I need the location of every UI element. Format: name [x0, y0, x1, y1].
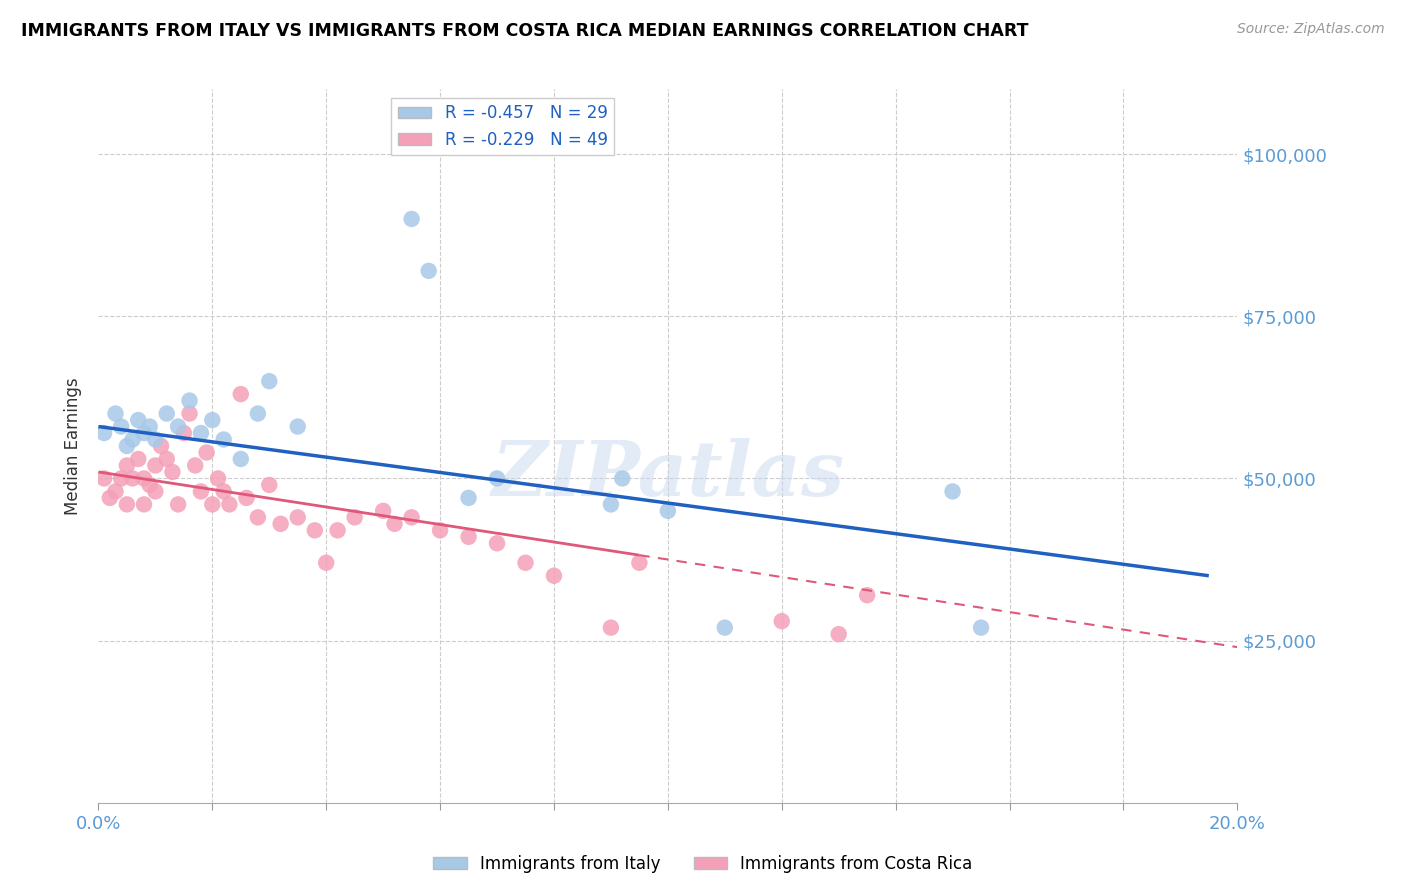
- Point: [401, 510, 423, 524]
- Point: [229, 387, 252, 401]
- Point: [115, 497, 138, 511]
- Point: [162, 465, 184, 479]
- Point: [145, 433, 167, 447]
- Point: [138, 419, 160, 434]
- Point: [343, 510, 366, 524]
- Point: [145, 458, 167, 473]
- Point: [207, 471, 229, 485]
- Point: [132, 471, 155, 485]
- Point: [121, 471, 143, 485]
- Y-axis label: Median Earnings: Median Earnings: [65, 377, 83, 515]
- Point: [418, 264, 440, 278]
- Point: [115, 439, 138, 453]
- Legend: R = -0.457   N = 29, R = -0.229   N = 49: R = -0.457 N = 29, R = -0.229 N = 49: [391, 97, 614, 155]
- Point: [212, 484, 235, 499]
- Point: [167, 497, 190, 511]
- Point: [612, 471, 634, 485]
- Point: [218, 497, 240, 511]
- Point: [457, 530, 479, 544]
- Point: [190, 425, 212, 440]
- Point: [145, 484, 167, 499]
- Point: [104, 407, 127, 421]
- Point: [401, 211, 423, 226]
- Point: [179, 393, 201, 408]
- Point: [229, 452, 252, 467]
- Point: [657, 504, 679, 518]
- Text: IMMIGRANTS FROM ITALY VS IMMIGRANTS FROM COSTA RICA MEDIAN EARNINGS CORRELATION : IMMIGRANTS FROM ITALY VS IMMIGRANTS FROM…: [21, 22, 1029, 40]
- Point: [770, 614, 793, 628]
- Point: [600, 497, 623, 511]
- Point: [259, 478, 281, 492]
- Point: [184, 458, 207, 473]
- Point: [138, 478, 160, 492]
- Point: [515, 556, 537, 570]
- Point: [942, 484, 965, 499]
- Point: [104, 484, 127, 499]
- Text: ZIPatlas: ZIPatlas: [491, 438, 845, 511]
- Legend: Immigrants from Italy, Immigrants from Costa Rica: Immigrants from Italy, Immigrants from C…: [426, 848, 980, 880]
- Point: [384, 516, 406, 531]
- Point: [287, 419, 309, 434]
- Point: [270, 516, 292, 531]
- Point: [429, 524, 451, 538]
- Point: [246, 407, 269, 421]
- Point: [486, 536, 509, 550]
- Point: [110, 471, 132, 485]
- Point: [110, 419, 132, 434]
- Point: [259, 374, 281, 388]
- Point: [970, 621, 993, 635]
- Point: [315, 556, 337, 570]
- Point: [190, 484, 212, 499]
- Point: [93, 425, 115, 440]
- Point: [600, 621, 623, 635]
- Point: [543, 568, 565, 582]
- Text: Source: ZipAtlas.com: Source: ZipAtlas.com: [1237, 22, 1385, 37]
- Point: [150, 439, 173, 453]
- Point: [156, 407, 179, 421]
- Point: [115, 458, 138, 473]
- Point: [156, 452, 179, 467]
- Point: [98, 491, 121, 505]
- Point: [127, 452, 149, 467]
- Point: [246, 510, 269, 524]
- Point: [121, 433, 143, 447]
- Point: [201, 413, 224, 427]
- Point: [287, 510, 309, 524]
- Point: [714, 621, 737, 635]
- Point: [132, 497, 155, 511]
- Point: [486, 471, 509, 485]
- Point: [201, 497, 224, 511]
- Point: [373, 504, 395, 518]
- Point: [828, 627, 851, 641]
- Point: [132, 425, 155, 440]
- Point: [93, 471, 115, 485]
- Point: [212, 433, 235, 447]
- Point: [457, 491, 479, 505]
- Point: [173, 425, 195, 440]
- Point: [127, 413, 149, 427]
- Point: [628, 556, 651, 570]
- Point: [195, 445, 218, 459]
- Point: [235, 491, 257, 505]
- Point: [304, 524, 326, 538]
- Point: [326, 524, 349, 538]
- Point: [856, 588, 879, 602]
- Point: [167, 419, 190, 434]
- Point: [179, 407, 201, 421]
